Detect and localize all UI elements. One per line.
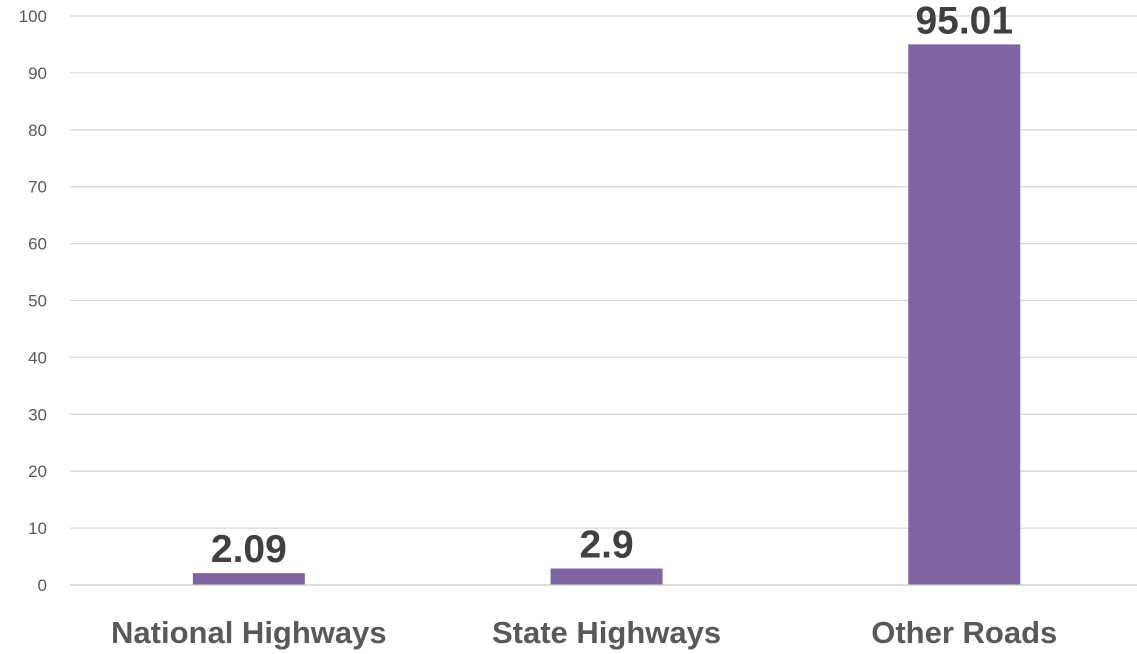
y-tick-label: 40: [28, 348, 47, 367]
x-category-label: Other Roads: [871, 615, 1057, 650]
gridlines: [70, 15, 1137, 529]
y-tick-label: 90: [28, 64, 47, 83]
y-tick-label: 10: [28, 519, 47, 538]
data-label: 95.01: [915, 0, 1013, 42]
x-axis-categories: National Highways State Highways Other Roa…: [111, 615, 1057, 650]
x-category-label: National Highways: [111, 615, 387, 650]
data-label: 2.9: [579, 523, 633, 566]
data-label: 2.09: [211, 528, 287, 571]
y-tick-label: 20: [28, 462, 47, 481]
y-tick-label: 70: [28, 178, 47, 197]
y-tick-label: 0: [38, 576, 47, 595]
y-axis-ticks: 0 10 20 30 40 50 60 70 80 90 100: [19, 7, 47, 595]
bar: [550, 568, 663, 585]
y-tick-label: 60: [28, 235, 47, 254]
bar: [192, 573, 305, 585]
y-tick-label: 100: [19, 7, 47, 26]
bar: [908, 44, 1021, 585]
y-tick-label: 30: [28, 405, 47, 424]
y-tick-label: 50: [28, 292, 47, 311]
x-category-label: State Highways: [492, 615, 721, 650]
data-labels: 2.09 2.9 95.01: [211, 0, 1013, 571]
bars: [192, 44, 1021, 585]
y-tick-label: 80: [28, 121, 47, 140]
